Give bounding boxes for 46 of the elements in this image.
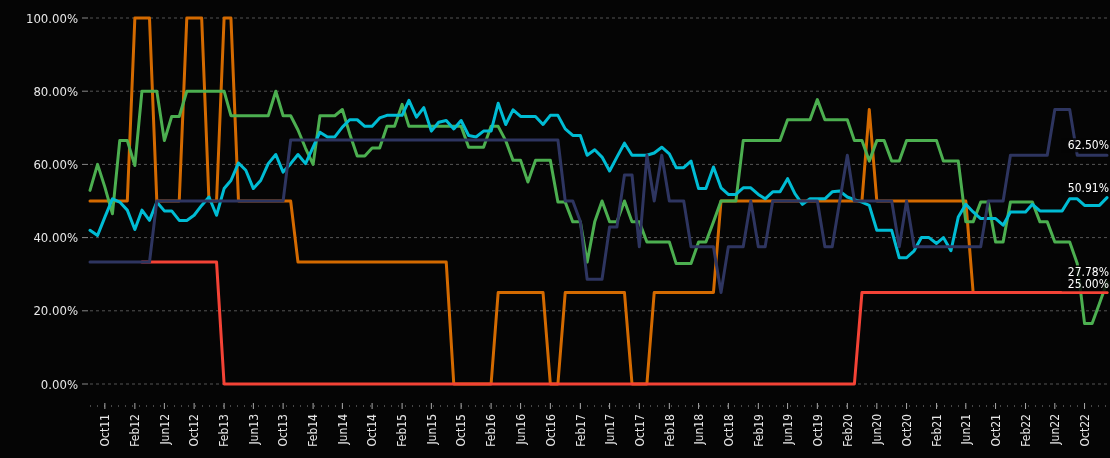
y-tick-label: 20.00% xyxy=(33,303,78,319)
annotation: 25.00% xyxy=(1067,277,1109,292)
x-tick-label: Oct22 xyxy=(1077,414,1092,447)
x-tick-label: Jun20 xyxy=(870,413,885,446)
x-tick-label: Feb21 xyxy=(929,414,944,447)
annotation: 62.50% xyxy=(1067,138,1109,153)
annotation: 50.91% xyxy=(1067,180,1109,195)
x-tick-label: Jun14 xyxy=(335,413,350,446)
annotation: 27.78% xyxy=(1067,265,1109,280)
x-tick-label: Oct15 xyxy=(454,414,469,447)
x-tick-label: Feb17 xyxy=(573,414,588,447)
x-tick-label: Jun12 xyxy=(157,414,172,446)
x-tick-label: Oct20 xyxy=(899,413,914,447)
x-tick-label: Feb13 xyxy=(217,414,232,447)
x-tick-label: Jun18 xyxy=(691,413,706,446)
y-tick-label: 100.00% xyxy=(25,10,78,26)
x-tick-label: Jun15 xyxy=(424,414,439,446)
x-tick-label: Jun19 xyxy=(780,413,795,446)
x-tick-label: Feb12 xyxy=(128,414,143,447)
x-tick-label: Feb14 xyxy=(306,413,321,447)
x-tick-label: Jun17 xyxy=(602,414,617,446)
x-tick-label: Oct18 xyxy=(721,413,736,447)
x-tick-label: Feb16 xyxy=(484,413,499,447)
x-tick-label: Oct17 xyxy=(632,414,647,447)
x-tick-label: Oct19 xyxy=(810,413,825,447)
x-tick-label: Jun13 xyxy=(246,414,261,446)
line-series xyxy=(88,108,1109,294)
x-tick-label: Feb20 xyxy=(840,413,855,447)
x-tick-label: Jun16 xyxy=(513,413,528,446)
y-tick-label: 80.00% xyxy=(33,83,78,99)
x-tick-label: Oct21 xyxy=(988,414,1003,447)
x-tick-label: Jun21 xyxy=(959,414,974,446)
x-tick-label: Oct13 xyxy=(276,414,291,447)
y-tick-label: 40.00% xyxy=(33,230,78,246)
x-tick-label: Oct14 xyxy=(365,413,380,447)
line-series xyxy=(88,98,1109,260)
x-tick-label: Oct11 xyxy=(98,414,113,447)
y-tick-label: 60.00% xyxy=(33,156,78,172)
x-tick-label: Feb18 xyxy=(662,413,677,447)
x-tick-label: Oct12 xyxy=(187,414,202,447)
x-tick-label: Feb19 xyxy=(751,413,766,447)
y-tick-label: 0.00% xyxy=(40,376,78,392)
x-tick-label: Oct16 xyxy=(543,413,558,447)
x-tick-label: Feb15 xyxy=(395,414,410,447)
x-tick-label: Feb22 xyxy=(1018,414,1033,447)
x-tick-label: Jun22 xyxy=(1048,414,1063,446)
